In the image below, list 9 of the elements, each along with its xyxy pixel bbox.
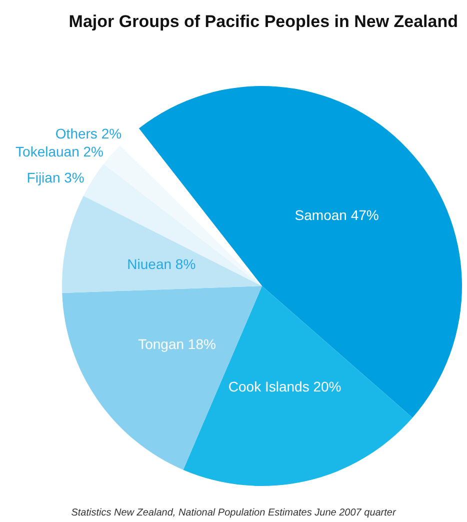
slice-label: Tongan 18% — [138, 336, 216, 352]
text: Statistics New Zealand, National Population Estimates June 2007 quarter — [71, 508, 396, 518]
slice-label: Tokelauan 2% — [16, 144, 104, 160]
slice-label: Others 2% — [55, 125, 122, 142]
slice-label: Samoan 47% — [294, 207, 379, 224]
slice-label: Cook Islands 20% — [228, 378, 342, 394]
slice-label: Fijian 3% — [26, 169, 84, 186]
slice-label: Niuean 8% — [127, 256, 196, 272]
chart-title: Major Groups of Pacific Peoples in New Zealand — [68, 12, 458, 31]
